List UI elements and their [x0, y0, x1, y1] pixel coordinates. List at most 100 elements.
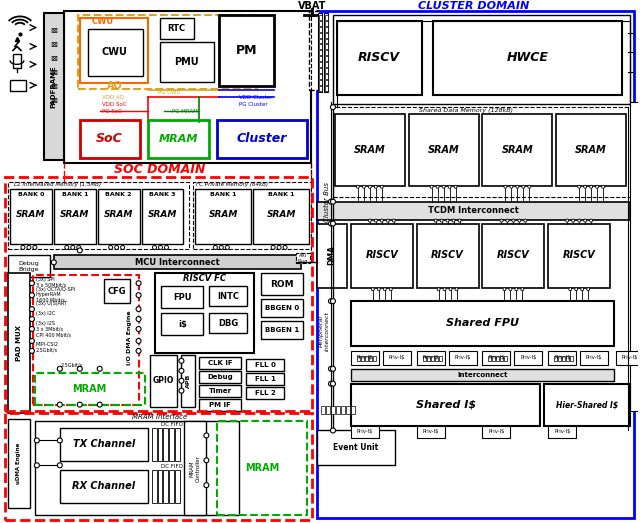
Bar — [319, 81, 322, 85]
Text: BANK 3: BANK 3 — [149, 192, 176, 197]
Bar — [317, 10, 634, 518]
Bar — [548, 426, 576, 438]
Bar — [483, 351, 511, 365]
Circle shape — [109, 245, 113, 249]
Bar — [325, 62, 328, 67]
Text: SRAM: SRAM — [148, 210, 177, 219]
Text: FPU: FPU — [173, 293, 192, 302]
Bar — [409, 114, 479, 186]
Text: Priv-I$: Priv-I$ — [422, 355, 439, 360]
Circle shape — [33, 245, 37, 249]
Text: CFG: CFG — [108, 287, 126, 295]
Circle shape — [330, 428, 335, 433]
Text: Priv-I$: Priv-I$ — [520, 355, 536, 360]
Text: BANK 1: BANK 1 — [268, 192, 294, 197]
Bar — [515, 351, 542, 365]
Bar — [104, 279, 129, 303]
Text: (3x) OCTA/Q-SPI: (3x) OCTA/Q-SPI — [36, 287, 75, 292]
Text: BBGEN 0: BBGEN 0 — [265, 305, 300, 311]
Circle shape — [446, 219, 449, 222]
Text: RX Channel: RX Channel — [72, 481, 135, 491]
Circle shape — [328, 299, 333, 304]
Bar — [321, 406, 325, 414]
Bar — [10, 189, 52, 244]
Bar — [351, 384, 540, 426]
Bar — [337, 20, 422, 95]
Circle shape — [35, 463, 40, 468]
Bar — [417, 426, 445, 438]
Circle shape — [596, 185, 598, 188]
Circle shape — [179, 388, 184, 393]
Circle shape — [522, 185, 525, 188]
Text: TCDM Interconnect: TCDM Interconnect — [428, 206, 519, 215]
Bar — [483, 426, 511, 438]
Bar — [319, 74, 322, 79]
Circle shape — [65, 245, 68, 249]
Bar — [373, 356, 376, 361]
Circle shape — [374, 185, 378, 188]
Text: PMU: PMU — [174, 58, 199, 67]
Bar — [351, 426, 379, 438]
Bar — [548, 351, 576, 365]
Bar — [80, 18, 148, 83]
Bar — [325, 32, 328, 38]
Circle shape — [213, 245, 218, 249]
Bar — [333, 107, 630, 197]
Circle shape — [35, 438, 40, 443]
Circle shape — [120, 245, 125, 249]
Bar — [324, 13, 328, 92]
Circle shape — [430, 185, 433, 188]
Bar — [319, 44, 322, 50]
Circle shape — [29, 316, 35, 322]
Text: BANK 2: BANK 2 — [106, 192, 132, 197]
Text: ⊠: ⊠ — [51, 54, 58, 63]
Bar — [175, 428, 180, 461]
Text: SRAM: SRAM — [354, 145, 386, 155]
Circle shape — [458, 219, 461, 222]
Bar — [60, 470, 148, 503]
Circle shape — [58, 438, 62, 443]
Bar — [152, 470, 157, 503]
Bar — [175, 470, 180, 503]
Circle shape — [115, 245, 118, 249]
Bar — [253, 189, 309, 244]
Circle shape — [512, 219, 515, 222]
Circle shape — [97, 366, 102, 371]
Text: 2.5Gbit/s: 2.5Gbit/s — [36, 348, 58, 353]
Text: CLUSTER DOMAIN: CLUSTER DOMAIN — [418, 1, 529, 10]
Bar — [325, 56, 328, 61]
Text: FC Private Memory (64kB): FC Private Memory (64kB) — [196, 182, 268, 187]
Circle shape — [500, 219, 503, 222]
Bar — [325, 86, 328, 91]
Text: BBGEN 1: BBGEN 1 — [265, 327, 300, 333]
Bar — [261, 299, 303, 317]
Bar — [325, 74, 328, 79]
Text: SRAM: SRAM — [428, 145, 460, 155]
Circle shape — [587, 288, 589, 291]
Circle shape — [578, 185, 580, 188]
Circle shape — [29, 281, 35, 286]
Text: CWU: CWU — [92, 17, 114, 26]
Circle shape — [179, 378, 184, 383]
Bar — [170, 428, 175, 461]
Bar — [357, 356, 360, 361]
Circle shape — [589, 185, 593, 188]
Circle shape — [521, 288, 524, 291]
Circle shape — [29, 326, 35, 332]
Circle shape — [277, 245, 281, 249]
Bar — [319, 15, 322, 19]
Bar — [558, 356, 561, 361]
Bar — [325, 50, 328, 55]
Text: MRAM: MRAM — [159, 134, 198, 144]
Bar — [246, 359, 284, 371]
Bar — [209, 286, 247, 306]
Bar — [184, 420, 206, 515]
Bar — [351, 369, 614, 381]
Text: MRAM: MRAM — [245, 463, 279, 473]
Bar — [200, 357, 241, 369]
Text: DC FIFO: DC FIFO — [161, 464, 182, 469]
Bar — [326, 406, 330, 414]
Text: ⊠: ⊠ — [51, 82, 58, 91]
Bar — [261, 274, 303, 295]
Text: BANK 1: BANK 1 — [61, 192, 88, 197]
